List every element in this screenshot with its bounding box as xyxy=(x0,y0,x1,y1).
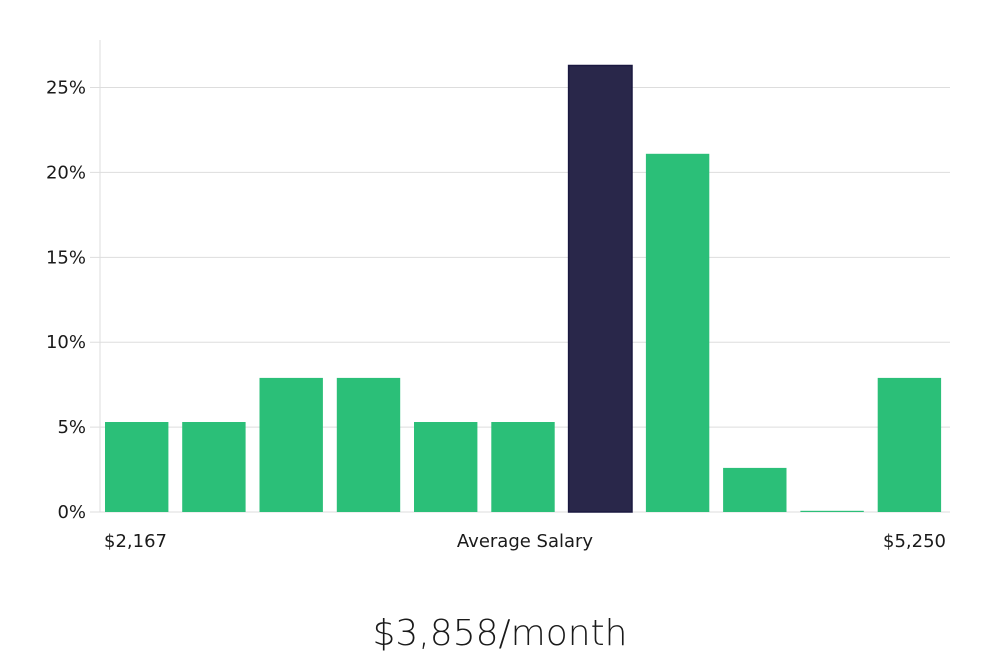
bar xyxy=(645,153,710,513)
y-tick-label: 10% xyxy=(46,332,86,353)
y-tick-label: 20% xyxy=(46,162,86,183)
bar xyxy=(336,377,401,512)
bar-highlighted xyxy=(567,64,633,513)
bar xyxy=(414,422,478,512)
bar xyxy=(491,422,555,512)
y-axis-tick-labels: 0% 5% 10% 15% 20% 25% xyxy=(46,78,86,523)
bar xyxy=(259,377,323,512)
bar xyxy=(723,467,787,512)
x-min-label: $2,167 xyxy=(104,531,167,552)
x-max-label: $5,250 xyxy=(883,531,946,552)
bar xyxy=(877,377,942,512)
y-tick-label: 15% xyxy=(46,247,86,268)
bar xyxy=(182,422,246,512)
x-axis-label: Average Salary xyxy=(457,531,594,552)
average-salary-summary: $3,858/month xyxy=(372,613,628,654)
bar xyxy=(800,510,864,512)
bars xyxy=(105,64,942,513)
bar xyxy=(105,422,169,512)
y-tick-label: 5% xyxy=(57,417,86,438)
y-tick-label: 0% xyxy=(57,502,86,523)
y-tick-label: 25% xyxy=(46,78,86,99)
salary-histogram: 0% 5% 10% 15% 20% 25% $2,167 Average Salary $… xyxy=(46,40,950,552)
